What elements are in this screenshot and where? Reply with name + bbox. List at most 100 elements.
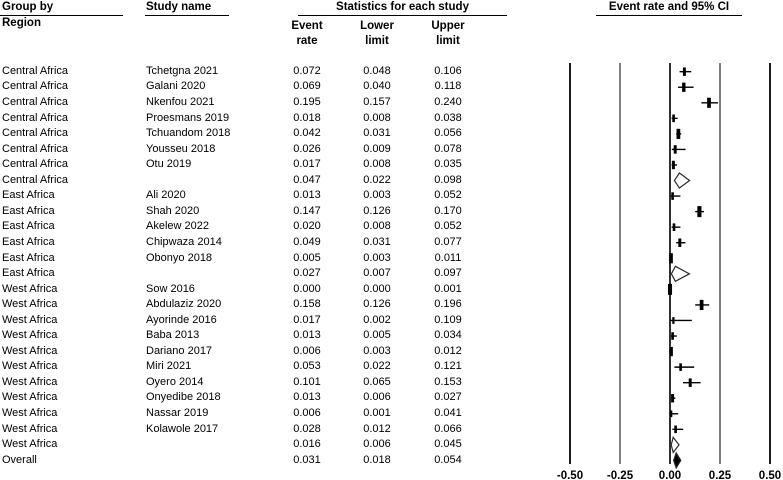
event-rate-cell: 0.147	[293, 204, 321, 217]
upper-limit-cell: 0.240	[434, 96, 462, 108]
upper-limit-cell: 0.052	[434, 220, 462, 233]
region-cell: Central Africa	[2, 142, 69, 155]
event-rate-column-header: Event rate	[277, 19, 337, 49]
event-rate-cell: 0.027	[293, 267, 321, 280]
lower-limit-cell: 0.018	[363, 453, 391, 466]
lower-limit-cell: 0.006	[363, 438, 391, 451]
upper-limit-cell: 0.034	[434, 329, 462, 342]
upper-limit-header-line2: limit	[436, 35, 460, 47]
point-estimate-tick	[669, 253, 673, 264]
lower-limit-cell: 0.002	[363, 313, 391, 326]
study-cell: Tchuandom 2018	[146, 127, 231, 140]
lower-limit-cell: 0.003	[363, 344, 391, 357]
table-row: Central Africa Yousseu 2018 0.026 0.009 0.07…	[0, 142, 500, 158]
point-estimate-tick	[676, 128, 681, 139]
table-row: East Africa Akelew 2022 0.020 0.008 0.052	[0, 219, 500, 235]
event-rate-cell: 0.006	[293, 407, 321, 419]
event-rate-cell: 0.005	[293, 251, 321, 264]
region-header: Region	[2, 17, 41, 29]
table-row: East Africa Obonyo 2018 0.005 0.003 0.011	[0, 251, 500, 267]
region-cell: West Africa	[2, 391, 58, 404]
event-rate-header-line2: rate	[296, 35, 318, 47]
region-cell: Central Africa	[2, 127, 69, 140]
region-cell: West Africa	[2, 375, 58, 388]
upper-limit-cell: 0.077	[434, 235, 462, 248]
table-row: Central Africa Proesmans 2019 0.018 0.008 0.…	[0, 111, 500, 127]
region-cell: West Africa	[2, 344, 58, 357]
event-rate-cell: 0.020	[293, 220, 321, 233]
event-rate-cell: 0.006	[293, 344, 321, 357]
event-rate-cell: 0.031	[293, 453, 321, 466]
region-cell: West Africa	[2, 407, 58, 419]
event-rate-cell: 0.013	[293, 189, 321, 202]
table-row: West Africa Miri 2021 0.053 0.022 0.121	[0, 359, 500, 375]
upper-limit-header-line1: Upper	[431, 20, 465, 32]
table-row: Central Africa Nkenfou 2021 0.195 0.157 0.24…	[0, 95, 500, 111]
table-row: Central Africa Tchuandom 2018 0.042 0.031 0.…	[0, 126, 500, 142]
study-cell: Ali 2020	[146, 189, 186, 202]
axis-tick-label: 0.00	[659, 470, 681, 480]
point-estimate-tick	[679, 363, 682, 371]
event-rate-cell: 0.072	[293, 64, 321, 77]
region-cell: West Africa	[2, 438, 58, 451]
point-estimate-tick	[678, 238, 682, 247]
point-estimate-tick	[673, 145, 677, 154]
event-rate-cell: 0.017	[293, 158, 321, 171]
study-cell: Baba 2013	[146, 329, 200, 342]
event-rate-cell: 0.028	[293, 422, 321, 435]
upper-limit-cell: 0.035	[434, 158, 462, 171]
study-name-header: Study name	[146, 1, 212, 13]
region-cell: West Africa	[2, 329, 58, 342]
event-rate-cell: 0.101	[293, 375, 321, 388]
axis-tick-label: 0.25	[709, 470, 732, 480]
table-row: West Africa Oyero 2014 0.101 0.065 0.153	[0, 375, 500, 391]
event-rate-cell: 0.049	[293, 235, 321, 248]
lower-limit-cell: 0.031	[363, 127, 391, 140]
group-by-header: Group by	[2, 1, 54, 13]
upper-limit-cell: 0.012	[434, 344, 462, 357]
lower-limit-cell: 0.005	[363, 329, 391, 342]
upper-limit-cell: 0.170	[434, 204, 462, 217]
upper-limit-cell: 0.066	[434, 422, 462, 435]
plot-title-underline	[596, 14, 742, 16]
study-cell: Ayorinde 2016	[146, 313, 217, 326]
group-by-underline	[0, 14, 123, 16]
table-row: West Africa Dariano 2017 0.006 0.003 0.012	[0, 344, 500, 360]
upper-limit-cell: 0.118	[434, 80, 462, 93]
study-cell: Dariano 2017	[146, 344, 213, 357]
event-rate-cell: 0.018	[293, 111, 321, 124]
lower-limit-cell: 0.000	[363, 282, 391, 295]
region-cell: Central Africa	[2, 111, 69, 124]
table-summary-row: West Africa 0.016 0.006 0.045	[0, 437, 500, 453]
study-cell: Oyero 2014	[146, 375, 204, 388]
lower-limit-cell: 0.022	[363, 173, 391, 186]
event-rate-cell: 0.042	[293, 127, 321, 140]
study-name-underline	[145, 14, 229, 16]
region-cell: East Africa	[2, 189, 55, 202]
event-rate-header-line1: Event	[291, 20, 323, 32]
lower-limit-cell: 0.126	[363, 298, 391, 311]
point-estimate-tick	[682, 67, 686, 76]
event-rate-cell: 0.016	[293, 438, 321, 451]
study-cell: Otu 2019	[146, 158, 192, 171]
upper-limit-cell: 0.052	[434, 189, 462, 202]
table-row: West Africa Kolawole 2017 0.028 0.012 0.066	[0, 422, 500, 438]
upper-limit-cell: 0.027	[434, 391, 462, 404]
point-estimate-tick	[672, 223, 676, 231]
upper-limit-cell: 0.097	[434, 267, 462, 280]
point-estimate-tick	[688, 378, 692, 387]
upper-limit-cell: 0.038	[434, 111, 462, 124]
event-rate-cell: 0.026	[293, 142, 321, 155]
study-cell: Onyedibe 2018	[146, 391, 221, 404]
region-cell: Central Africa	[2, 158, 69, 171]
region-cell: Overall	[2, 453, 37, 466]
upper-limit-cell: 0.011	[434, 251, 462, 264]
summary-diamond	[673, 172, 691, 189]
region-cell: West Africa	[2, 360, 58, 373]
lower-limit-cell: 0.008	[363, 158, 391, 171]
upper-limit-cell: 0.054	[434, 453, 462, 466]
lower-limit-cell: 0.126	[363, 204, 391, 217]
upper-limit-cell: 0.153	[434, 375, 462, 388]
table-row: West Africa Abdulaziz 2020 0.158 0.126 0.196	[0, 297, 500, 313]
